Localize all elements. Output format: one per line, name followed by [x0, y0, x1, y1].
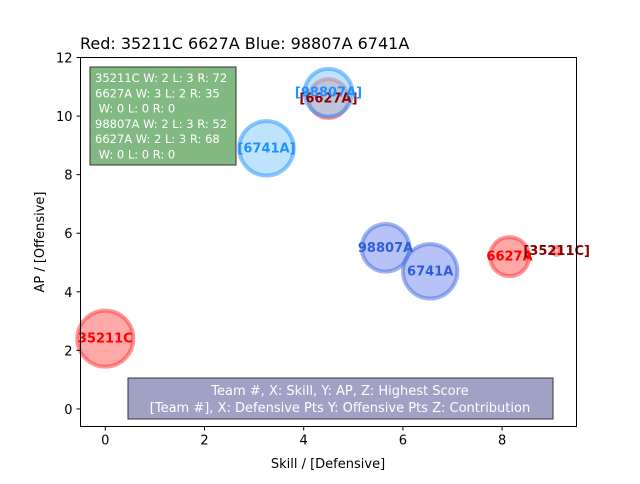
y-tick-label: 8 [64, 169, 72, 184]
point-label: [6741A] [237, 141, 295, 156]
stats-line: 35211C W: 2 L: 3 R: 72 [95, 71, 227, 85]
bubble-layer [75, 66, 563, 369]
y-axis: 0 2 4 6 8 10 12 [56, 52, 81, 418]
y-tick-label: 10 [56, 110, 73, 125]
stats-line: 6627A W: 2 L: 3 R: 68 [95, 132, 220, 146]
stats-line: W: 0 L: 0 R: 0 [95, 102, 175, 116]
chart-title: Red: 35211C 6627A Blue: 98807A 6741A [80, 34, 409, 53]
y-tick-label: 0 [64, 403, 72, 418]
data-bubble [359, 222, 412, 274]
stats-line: 98807A W: 2 L: 3 R: 52 [95, 117, 227, 131]
legend-box-lines: Team #, X: Skill, Y: AP, Z: Highest Scor… [150, 384, 530, 416]
x-axis: 0 2 4 6 8 [101, 426, 506, 449]
point-label: [6627A] [299, 92, 357, 107]
point-label: [98807A] [295, 86, 362, 101]
x-tick-label: 4 [300, 434, 308, 449]
data-bubble [237, 119, 296, 178]
y-tick-label: 6 [64, 227, 72, 242]
point-label: 98807A [358, 241, 413, 256]
point-label-layer: 35211C 6627A[35211C] [6627A] 98807A 6741A [98… [78, 86, 590, 347]
plot-frame [80, 57, 577, 427]
stats-line: W: 0 L: 0 R: 0 [95, 148, 175, 162]
legend-box: Team #, X: Skill, Y: AP, Z: Highest Scor… [127, 377, 554, 420]
x-tick-label: 2 [200, 434, 208, 449]
y-axis-label: AP / [Offensive] [33, 191, 48, 292]
y-tick-label: 2 [64, 344, 72, 359]
stats-box-background [89, 66, 237, 166]
data-bubble [400, 242, 460, 301]
point-label: 6627A [486, 250, 532, 265]
data-bubble [302, 66, 355, 119]
point-label: [35211C] [523, 244, 590, 259]
stats-line: 6627A W: 3 L: 2 R: 35 [95, 86, 220, 100]
x-tick-label: 0 [101, 434, 109, 449]
data-bubble [75, 308, 136, 369]
legend-line: [Team #], X: Defensive Pts Y: Offensive … [150, 401, 530, 416]
y-tick-label: 12 [56, 52, 73, 67]
data-bubble [488, 235, 532, 279]
x-axis-label: Skill / [Defensive] [271, 457, 385, 472]
data-bubble [550, 244, 563, 257]
legend-box-background [127, 377, 554, 420]
x-tick-label: 8 [498, 434, 506, 449]
x-tick-label: 6 [399, 434, 407, 449]
point-label: 6741A [407, 264, 453, 279]
point-label: 35211C [78, 332, 133, 347]
y-tick-label: 4 [64, 286, 72, 301]
legend-line: Team #, X: Skill, Y: AP, Z: Highest Scor… [210, 384, 468, 399]
